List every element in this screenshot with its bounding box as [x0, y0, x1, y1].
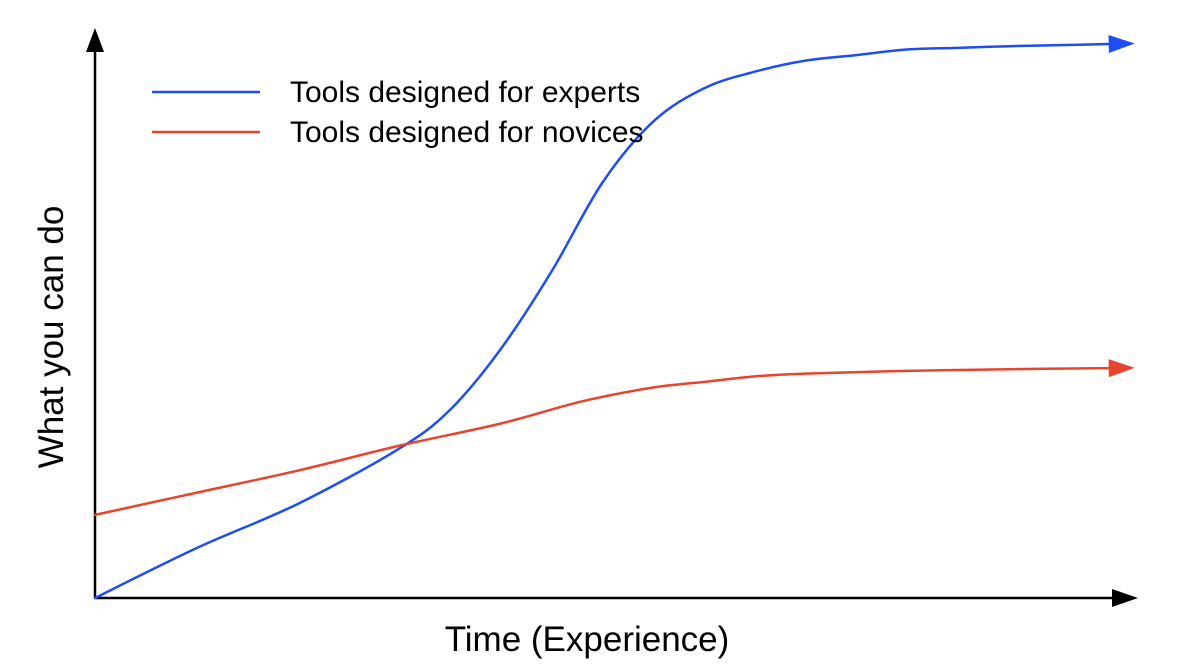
- series-line-experts: [93, 42, 1112, 600]
- series-arrow-novices-icon: [1108, 359, 1135, 378]
- x-axis-arrow-icon: [1112, 589, 1138, 607]
- series-line-novices: [93, 366, 1112, 517]
- legend: Tools designed for experts Tools designed…: [152, 76, 644, 149]
- legend-label-experts: Tools designed for experts: [290, 76, 640, 109]
- axes: [86, 28, 1138, 607]
- y-axis-arrow-icon: [86, 28, 104, 52]
- x-axis-title: Time (Experience): [445, 620, 730, 659]
- legend-item-experts: Tools designed for experts: [152, 76, 640, 109]
- y-axis-title: What you can do: [32, 206, 71, 469]
- series-layer: [93, 35, 1135, 600]
- legend-label-novices: Tools designed for novices: [290, 116, 644, 149]
- legend-item-novices: Tools designed for novices: [152, 116, 644, 149]
- series-arrow-experts-icon: [1108, 35, 1135, 54]
